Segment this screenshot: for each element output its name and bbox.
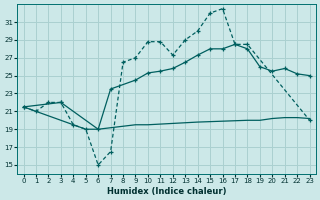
X-axis label: Humidex (Indice chaleur): Humidex (Indice chaleur) bbox=[107, 187, 226, 196]
